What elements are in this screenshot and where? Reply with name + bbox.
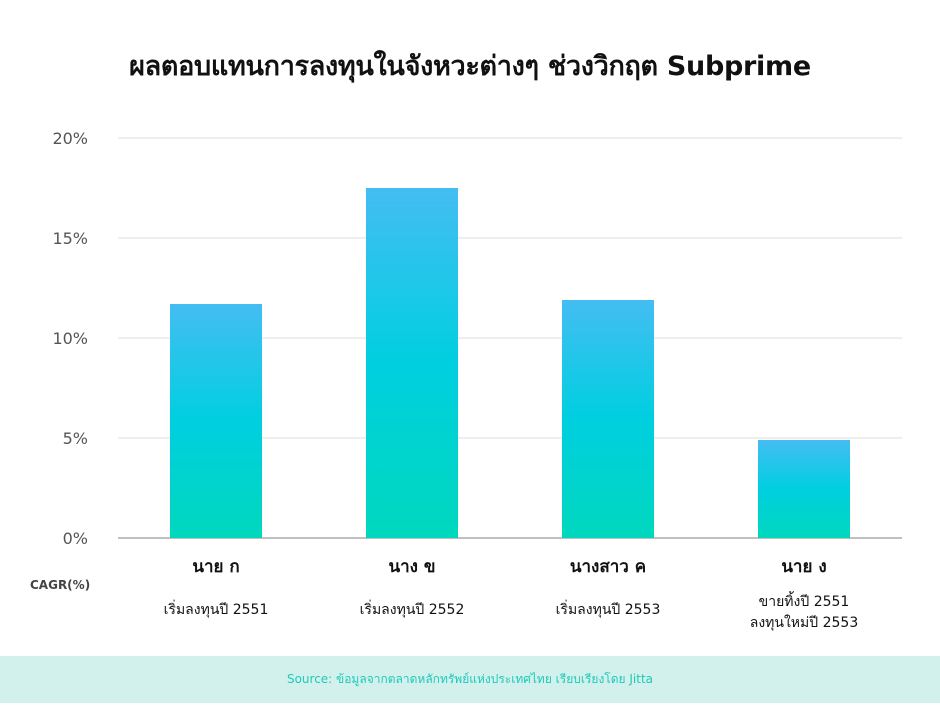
bar-chart: 0% 5% 10% 15% 20% CAGR(%) นาย กเริ่มลงทุนปี 2… [30,129,902,631]
bar [170,304,262,538]
category-detail: เริ่มลงทุนปี 2553 [556,600,661,618]
bar [562,300,654,538]
category-detail: เริ่มลงทุนปี 2551 [164,600,269,618]
y-tick-label: 10% [52,329,88,348]
category-detail: ลงทุนใหม่ปี 2553 [750,614,858,631]
y-axis-label: CAGR(%) [30,578,90,592]
bars [170,188,850,538]
chart-title: ผลตอบแทนการลงทุนในจังหวะต่างๆ ช่วงวิกฤต … [129,51,811,82]
y-tick-label: 20% [52,129,88,148]
y-tick-label: 15% [52,229,88,248]
source-footer: Source: ข้อมูลจากตลาดหลักทรัพย์แห่งประเท… [0,656,940,703]
bar [758,440,850,538]
category-label: นางสาว ค [570,557,646,577]
grid-lines: 0% 5% 10% 15% 20% CAGR(%) [30,129,902,592]
category-labels: นาย กเริ่มลงทุนปี 2551 นาง ขเริ่มลงทุนปี … [164,557,859,631]
y-tick-label: 5% [63,429,88,448]
category-detail: เริ่มลงทุนปี 2552 [360,600,465,618]
category-label: นาย ก [192,557,239,577]
category-label: นาง ข [388,557,435,577]
bar [366,188,458,538]
source-text: Source: ข้อมูลจากตลาดหลักทรัพย์แห่งประเท… [286,672,654,686]
y-tick-label: 0% [63,529,88,548]
category-detail: ขายทิ้งปี 2551 [759,591,850,610]
category-label: นาย ง [781,557,826,577]
